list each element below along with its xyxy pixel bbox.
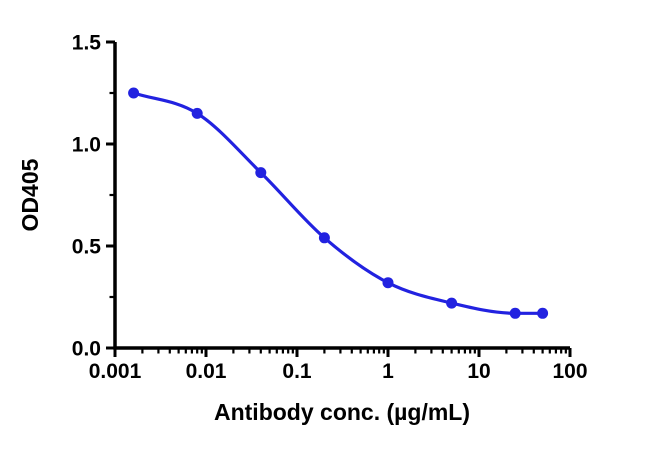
data-point [382,277,394,289]
y-tick-label: 0.0 [72,338,101,361]
y-tick-label: 1.0 [72,134,101,157]
data-point [318,232,330,244]
x-tick-label: 1 [382,360,394,383]
x-tick-label: 0.1 [282,360,312,383]
x-axis-title: Antibody conc. (µg/mL) [214,399,470,425]
y-tick-label: 0.5 [72,236,102,259]
y-tick-label: 1.5 [72,32,102,55]
x-axis-ticks: 0.001 0.01 0.1 1 10 100 [89,348,588,383]
y-axis-title: OD405 [17,158,43,231]
x-tick-label: 100 [552,360,587,383]
data-point [446,297,458,309]
data-point [537,307,549,319]
x-tick-label: 0.001 [89,360,142,383]
fit-curve [132,91,545,315]
data-point [191,107,203,119]
data-point [128,87,140,99]
x-tick-label: 10 [467,360,490,383]
x-tick-label: 0.01 [186,360,227,383]
data-points [128,87,549,319]
data-point [509,307,521,319]
y-axis-ticks: 0.0 0.5 1.0 1.5 [72,32,115,361]
data-point [255,167,267,179]
axes [113,42,570,350]
